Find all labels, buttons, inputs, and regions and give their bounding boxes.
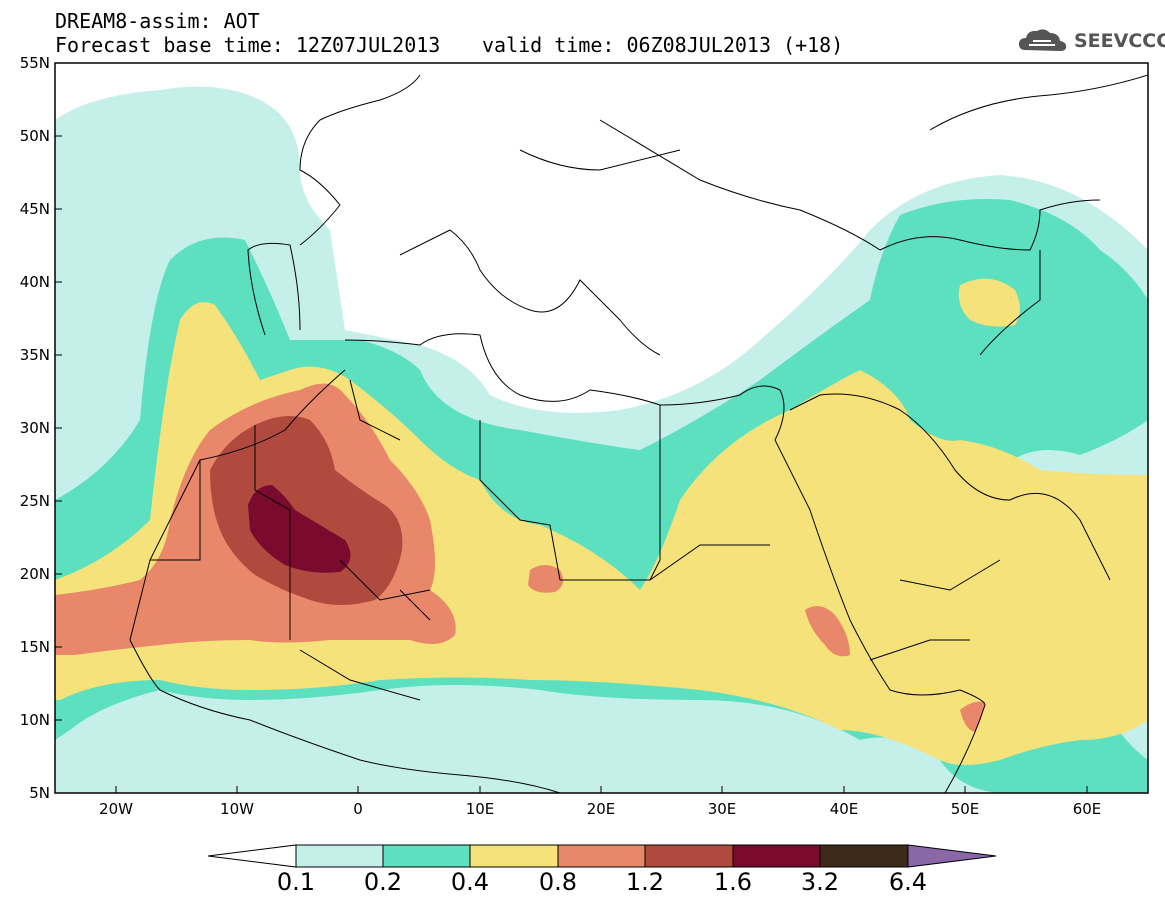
lat-label: 15N bbox=[19, 638, 50, 656]
lon-label: 40E bbox=[829, 800, 859, 818]
colorbar bbox=[207, 844, 997, 868]
logo-text: SEEVCCC bbox=[1074, 30, 1165, 52]
lon-label: 10W bbox=[220, 800, 254, 818]
lat-label: 5N bbox=[29, 784, 50, 802]
lat-label: 20N bbox=[19, 565, 50, 583]
colorbar-label: 1.6 bbox=[713, 868, 753, 896]
lat-label: 45N bbox=[19, 200, 50, 218]
lat-label: 55N bbox=[19, 54, 50, 72]
lat-label: 40N bbox=[19, 273, 50, 291]
colorbar-swatch bbox=[295, 844, 384, 868]
title-line-2: Forecast base time: 12Z07JUL2013 bbox=[55, 33, 441, 57]
aot-band-1.2 bbox=[210, 416, 403, 605]
aot-band-1.6 bbox=[248, 485, 351, 573]
aot-patch-caspian bbox=[958, 278, 1020, 327]
lon-label: 50E bbox=[950, 800, 980, 818]
lat-label: 35N bbox=[19, 346, 50, 364]
axis-ticks bbox=[55, 62, 1088, 793]
aot-patch-eritrea bbox=[805, 606, 850, 657]
colorbar-label: 0.1 bbox=[276, 868, 316, 896]
colorbar-swatch bbox=[382, 844, 471, 868]
colorbar-high-arrow bbox=[907, 844, 997, 868]
cloud-logo-icon bbox=[1019, 29, 1067, 51]
colorbar-swatch bbox=[469, 844, 559, 868]
valid-time: valid time: 06Z08JUL2013 (+18) bbox=[482, 33, 844, 57]
aot-patch-somalia bbox=[960, 701, 985, 732]
lat-label: 25N bbox=[19, 492, 50, 510]
colorbar-swatch bbox=[732, 844, 821, 868]
colorbar-swatch bbox=[557, 844, 646, 868]
colorbar-swatch bbox=[644, 844, 734, 868]
colorbar-low-arrow bbox=[207, 844, 297, 868]
colorbar-label: 0.4 bbox=[450, 868, 490, 896]
colorbar-swatch bbox=[819, 844, 909, 868]
lon-label: 0 bbox=[353, 800, 363, 818]
title-line-1: DREAM8-assim: AOT bbox=[55, 9, 260, 33]
colorbar-label: 0.8 bbox=[538, 868, 578, 896]
lon-label: 20E bbox=[586, 800, 616, 818]
lon-label: 20W bbox=[99, 800, 133, 818]
colorbar-label: 1.2 bbox=[625, 868, 665, 896]
lon-label: 10E bbox=[465, 800, 495, 818]
colorbar-label: 0.2 bbox=[363, 868, 403, 896]
lon-label: 60E bbox=[1072, 800, 1102, 818]
aot-patch-chad bbox=[528, 565, 564, 593]
coastlines bbox=[129, 74, 1148, 793]
lat-label: 50N bbox=[19, 127, 50, 145]
colorbar-label: 3.2 bbox=[800, 868, 840, 896]
lat-label: 10N bbox=[19, 711, 50, 729]
colorbar-label: 6.4 bbox=[888, 868, 928, 896]
lat-label: 30N bbox=[19, 419, 50, 437]
lon-label: 30E bbox=[707, 800, 737, 818]
